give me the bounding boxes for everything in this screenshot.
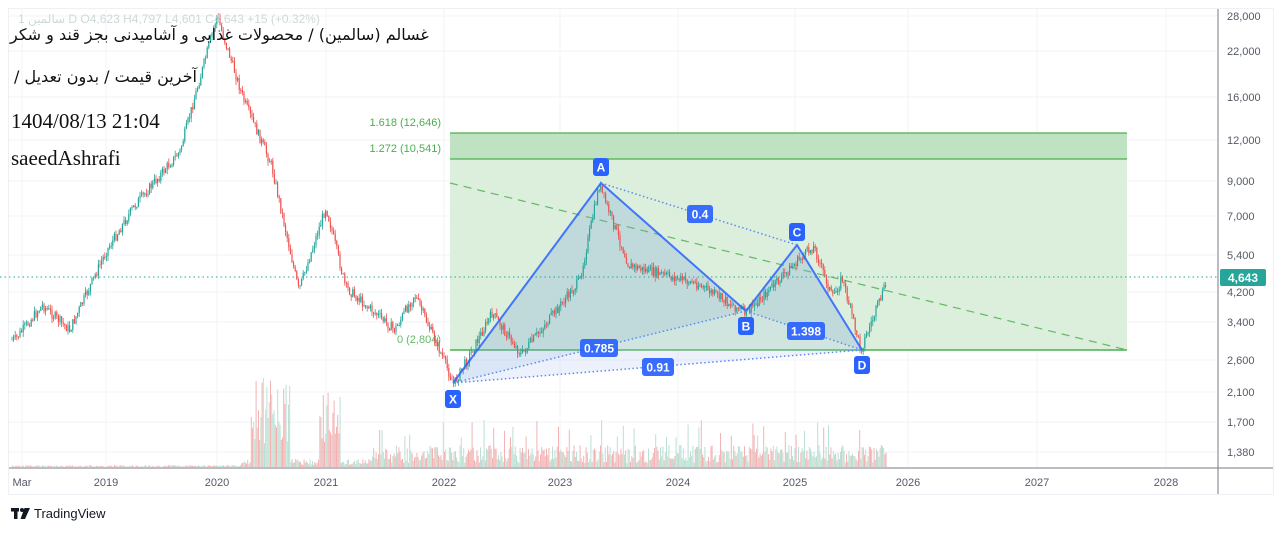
tradingview-brand: TradingView — [34, 506, 106, 521]
fib-label-1618: 1.618 (12,646) — [369, 117, 441, 129]
price-tick-label: 3,400 — [1227, 317, 1255, 329]
price-tick-label: 12,000 — [1227, 135, 1261, 147]
price-tick-label: 4,200 — [1227, 287, 1255, 299]
snapshot-timestamp: 1404/08/13 21:04 — [11, 109, 160, 134]
price-tick-label: 7,000 — [1227, 211, 1255, 223]
svg-text:1.398: 1.398 — [791, 325, 821, 339]
price-tick-label: 9,000 — [1227, 176, 1255, 188]
fib-label-1272: 1.272 (10,541) — [369, 143, 441, 155]
time-tick-label: 2025 — [783, 477, 807, 489]
ohlc-legend: 1 سالمین D O4,623 H4,797 L4,601 C4,643 +… — [18, 12, 320, 26]
author-name: saeedAshrafi — [11, 146, 121, 171]
time-tick-label: 2022 — [432, 477, 456, 489]
point-label-d[interactable]: D — [854, 356, 870, 374]
ratio-label[interactable]: 0.91 — [642, 358, 674, 376]
last-price-value: 4,643 — [1228, 271, 1258, 285]
time-axis[interactable]: Mar 2019 2020 2021 2022 2023 2024 2025 2026 2027 2… — [13, 477, 1179, 489]
price-tick-label: 5,400 — [1227, 250, 1255, 262]
fib-label-0: 0 (2,804) — [397, 334, 441, 346]
time-tick-label: 2020 — [205, 477, 229, 489]
price-tick-label: 2,100 — [1227, 387, 1255, 399]
point-label-a[interactable]: A — [593, 158, 609, 176]
svg-text:A: A — [597, 161, 606, 175]
price-tick-label: 22,000 — [1227, 46, 1261, 58]
time-tick-label: 2019 — [94, 477, 118, 489]
last-price-badge: 4,643 — [1220, 269, 1266, 286]
point-label-x[interactable]: X — [445, 390, 461, 408]
time-tick-label: 2021 — [314, 477, 338, 489]
svg-text:0.4: 0.4 — [692, 208, 709, 222]
svg-text:B: B — [742, 320, 751, 334]
time-tick-label: 2028 — [1154, 477, 1178, 489]
price-tick-label: 1,380 — [1227, 447, 1255, 459]
svg-text:0.785: 0.785 — [584, 342, 614, 356]
price-tick-label: 2,600 — [1227, 355, 1255, 367]
ratio-label[interactable]: 0.785 — [580, 339, 618, 357]
tradingview-logo[interactable]: TradingView — [11, 506, 106, 521]
svg-text:D: D — [858, 359, 867, 373]
point-label-b[interactable]: B — [738, 317, 754, 335]
symbol-title: غسالم (سالمین) / محصولات غذایی و آشامیدن… — [10, 25, 429, 44]
price-type-subtitle: آخرین قیمت / بدون تعدیل / — [14, 67, 197, 86]
price-tick-label: 28,000 — [1227, 11, 1261, 23]
tradingview-mark-icon — [11, 508, 30, 519]
svg-text:0.91: 0.91 — [646, 361, 670, 375]
price-axis[interactable]: 28,000 22,000 16,000 12,000 9,000 7,000 5,400 4… — [1227, 11, 1261, 459]
svg-text:X: X — [449, 393, 457, 407]
point-label-c[interactable]: C — [789, 223, 805, 241]
time-tick-label: 2023 — [548, 477, 572, 489]
svg-text:C: C — [793, 226, 802, 240]
price-tick-label: 1,700 — [1227, 417, 1255, 429]
time-tick-label: 2027 — [1025, 477, 1049, 489]
ratio-label[interactable]: 1.398 — [787, 322, 825, 340]
time-tick-label: 2026 — [896, 477, 920, 489]
price-tick-label: 16,000 — [1227, 92, 1261, 104]
time-tick-label: Mar — [13, 477, 32, 489]
fib-band-upper — [450, 133, 1127, 159]
time-tick-label: 2024 — [666, 477, 690, 489]
ratio-label[interactable]: 0.4 — [687, 205, 713, 223]
